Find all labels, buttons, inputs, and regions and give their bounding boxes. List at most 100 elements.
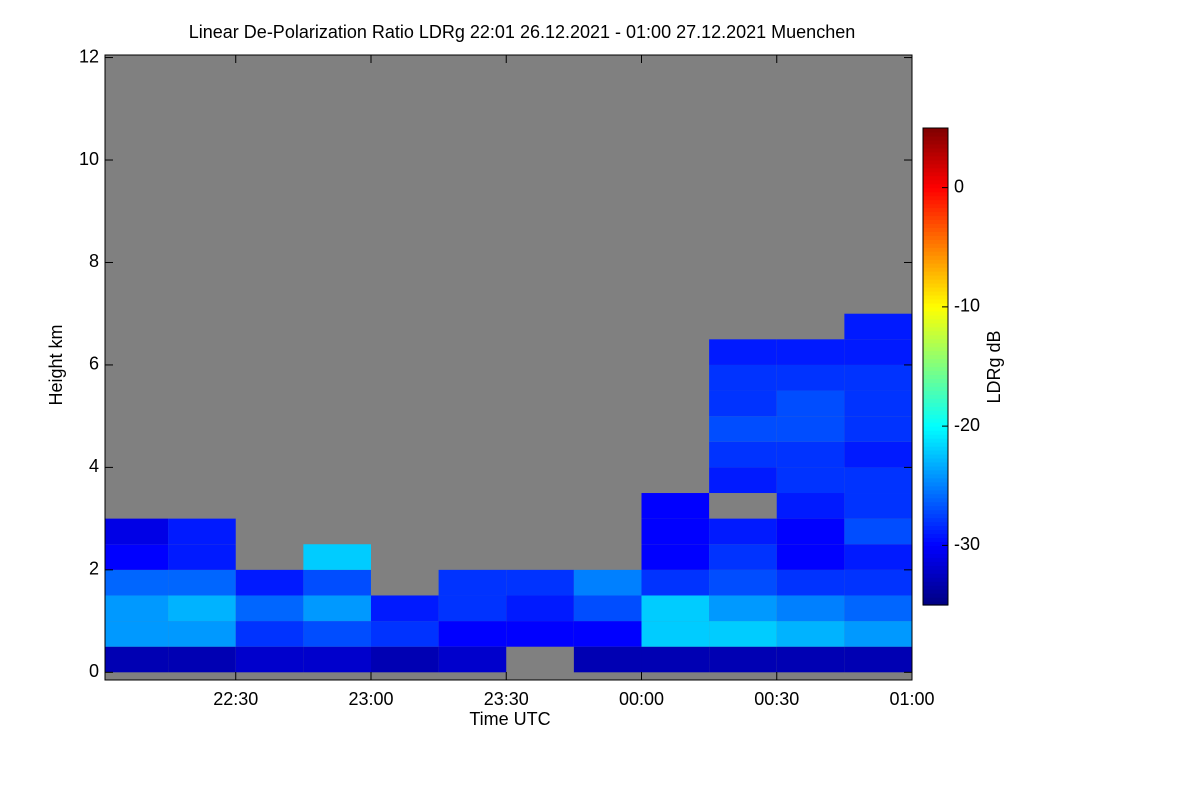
chart-title: Linear De-Polarization Ratio LDRg 22:01 … bbox=[189, 22, 855, 42]
heatmap-cell bbox=[168, 544, 236, 570]
x-tick-label: 00:30 bbox=[754, 689, 799, 709]
heatmap-cell bbox=[641, 544, 710, 570]
colorbar-segment bbox=[923, 279, 948, 284]
heatmap-cell bbox=[641, 646, 710, 673]
y-tick-label: 6 bbox=[89, 354, 99, 374]
colorbar-segment bbox=[923, 298, 948, 304]
heatmap-cell bbox=[438, 569, 507, 596]
colorbar-tick-label: -30 bbox=[954, 534, 980, 554]
colorbar-segment bbox=[923, 438, 948, 443]
colorbar-segment bbox=[923, 509, 948, 515]
colorbar-segment bbox=[923, 370, 948, 376]
colorbar-segment bbox=[923, 171, 948, 177]
colorbar-segment bbox=[923, 430, 948, 435]
heatmap-cell bbox=[506, 569, 574, 596]
colorbar-segment bbox=[923, 585, 948, 590]
x-tick-label: 00:00 bbox=[619, 689, 664, 709]
colorbar-segment bbox=[923, 259, 948, 264]
colorbar-segment bbox=[923, 497, 948, 503]
colorbar-segment bbox=[923, 426, 948, 431]
colorbar-segment bbox=[923, 255, 948, 260]
colorbar-segment bbox=[923, 378, 948, 383]
heatmap-cell bbox=[844, 518, 912, 545]
colorbar-segment bbox=[923, 294, 948, 300]
heatmap-cell bbox=[844, 364, 912, 391]
heatmap-cell bbox=[235, 595, 304, 622]
heatmap-cell bbox=[168, 595, 236, 622]
colorbar-segment bbox=[923, 581, 948, 586]
colorbar-segment bbox=[923, 390, 948, 395]
colorbar-segment bbox=[923, 505, 948, 511]
colorbar-segment bbox=[923, 569, 948, 574]
heatmap-cell bbox=[303, 621, 371, 647]
colorbar-segment bbox=[923, 485, 948, 491]
colorbar-segment bbox=[923, 191, 948, 197]
colorbar-segment bbox=[923, 183, 948, 189]
heatmap-cell bbox=[709, 569, 777, 596]
colorbar-segment bbox=[923, 199, 948, 205]
heatmap-cell bbox=[168, 569, 236, 596]
heatmap-cell bbox=[709, 364, 777, 391]
plot-frame bbox=[104, 54, 913, 681]
colorbar-segment bbox=[923, 493, 948, 499]
heatmap-cell bbox=[709, 416, 777, 442]
heatmap-cell bbox=[709, 390, 777, 417]
colorbar-segment bbox=[923, 139, 948, 145]
colorbar-segment bbox=[923, 453, 948, 459]
colorbar-segment bbox=[923, 533, 948, 539]
heatmap-cell bbox=[709, 646, 777, 673]
heatmap-cell bbox=[844, 416, 912, 442]
colorbar-segment bbox=[923, 461, 948, 467]
y-tick-label: 4 bbox=[89, 456, 99, 476]
colorbar-segment bbox=[923, 446, 948, 451]
colorbar-segment bbox=[923, 287, 948, 292]
heatmap-cell bbox=[105, 595, 169, 622]
y-tick-label: 12 bbox=[79, 46, 99, 66]
colorbar-segment bbox=[923, 573, 948, 578]
heatmap-cell bbox=[844, 569, 912, 596]
colorbar-segment bbox=[923, 366, 948, 372]
y-tick-label: 2 bbox=[89, 559, 99, 579]
x-axis-label: Time UTC bbox=[469, 709, 550, 729]
heatmap-cell bbox=[844, 313, 912, 340]
colorbar-segment bbox=[923, 223, 948, 228]
heatmap-cell bbox=[709, 467, 777, 494]
colorbar-segment bbox=[923, 219, 948, 224]
heatmap-cell bbox=[506, 621, 574, 647]
heatmap-cell bbox=[776, 339, 845, 365]
heatmap-cell bbox=[105, 646, 169, 673]
colorbar-segment bbox=[923, 342, 948, 348]
colorbar-segment bbox=[923, 457, 948, 463]
colorbar-label: LDRg dB bbox=[984, 330, 1004, 403]
colorbar-segment bbox=[923, 239, 948, 244]
heatmap-cell bbox=[105, 518, 169, 545]
heatmap-cell bbox=[844, 621, 912, 647]
heatmap-cell bbox=[235, 621, 304, 647]
y-tick-label: 0 bbox=[89, 661, 99, 681]
heatmap-cell bbox=[105, 544, 169, 570]
colorbar-segment bbox=[923, 271, 948, 276]
x-tick-label: 22:30 bbox=[213, 689, 258, 709]
colorbar-segment bbox=[923, 541, 948, 546]
colorbar-segment bbox=[923, 338, 948, 344]
colorbar-segment bbox=[923, 513, 948, 519]
colorbar-segment bbox=[923, 275, 948, 280]
colorbar-segment bbox=[923, 597, 948, 602]
colorbar-segment bbox=[923, 283, 948, 288]
heatmap-cell bbox=[844, 646, 912, 673]
colorbar-segment bbox=[923, 346, 948, 352]
colorbar-segment bbox=[923, 601, 948, 606]
heatmap-cell bbox=[776, 621, 845, 647]
heatmap-cell bbox=[844, 441, 912, 468]
colorbar-segment bbox=[923, 593, 948, 598]
heatmap-cell bbox=[303, 544, 371, 570]
colorbar-segment bbox=[923, 442, 948, 447]
colorbar-segment bbox=[923, 207, 948, 213]
heatmap-cell bbox=[641, 569, 710, 596]
heatmap-cell bbox=[844, 595, 912, 622]
heatmap-cell bbox=[776, 441, 845, 468]
colorbar-segment bbox=[923, 267, 948, 272]
colorbar-segment bbox=[923, 147, 948, 153]
colorbar-segment bbox=[923, 167, 948, 173]
